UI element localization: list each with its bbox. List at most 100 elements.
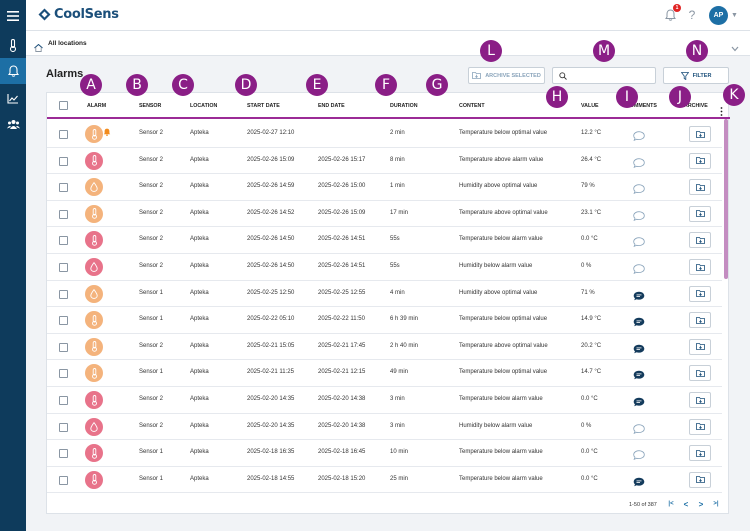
- archive-row-button[interactable]: [689, 338, 711, 355]
- content-cell: Humidity above optimal value: [459, 289, 538, 296]
- comment-filled-icon[interactable]: [633, 367, 645, 385]
- row-checkbox[interactable]: [59, 475, 68, 485]
- search-field[interactable]: [552, 67, 656, 84]
- col-comments[interactable]: COMMENTS: [626, 103, 657, 109]
- filter-button[interactable]: FILTER: [663, 67, 729, 84]
- content-cell: Temperature above optimal value: [459, 342, 548, 349]
- comment-icon[interactable]: [633, 421, 645, 439]
- start-date-cell: 2025-02-26 14:50: [247, 236, 295, 243]
- location-chevron-icon[interactable]: [731, 39, 739, 57]
- row-checkbox[interactable]: [59, 396, 68, 405]
- table-row[interactable]: Sensor 1 Apteka 2025-02-18 16:35 2025-02-18…: [47, 440, 722, 467]
- comment-icon[interactable]: [633, 261, 645, 279]
- value-cell: 26.4 °C: [581, 156, 602, 163]
- comment-filled-icon[interactable]: [633, 314, 645, 332]
- row-checkbox[interactable]: [59, 236, 68, 246]
- table-row[interactable]: Sensor 1 Apteka 2025-02-25 12:50 2025-02-25…: [47, 281, 722, 308]
- row-checkbox[interactable]: [59, 263, 68, 272]
- users-icon[interactable]: [0, 111, 26, 137]
- comment-filled-icon[interactable]: [633, 288, 645, 306]
- first-page-button[interactable]: |<: [666, 499, 676, 509]
- row-checkbox[interactable]: [59, 369, 68, 379]
- comment-icon[interactable]: [633, 208, 645, 226]
- sensor-cell: Sensor 2: [139, 342, 164, 349]
- help-icon[interactable]: ?: [688, 8, 696, 22]
- col-duration[interactable]: DURATION: [390, 103, 418, 109]
- page-title: Alarms: [46, 68, 84, 80]
- row-checkbox[interactable]: [59, 156, 68, 166]
- archive-row-button[interactable]: [689, 205, 711, 222]
- row-checkbox[interactable]: [59, 130, 68, 139]
- col-end-date[interactable]: END DATE: [318, 103, 345, 109]
- thermometer-icon[interactable]: [0, 32, 26, 58]
- menu-icon[interactable]: [0, 3, 26, 29]
- avatar[interactable]: AP: [709, 6, 728, 25]
- sensor-cell: Sensor 2: [139, 156, 164, 163]
- archive-row-button[interactable]: [689, 126, 711, 142]
- content-cell: Temperature below alarm value: [459, 236, 543, 243]
- comment-filled-icon[interactable]: [633, 341, 645, 359]
- notifications-icon[interactable]: 1: [662, 4, 681, 23]
- value-cell: 0.0 °C: [581, 396, 598, 402]
- row-checkbox[interactable]: [59, 342, 68, 352]
- col-content[interactable]: CONTENT: [459, 103, 485, 109]
- alarms-table: ALARM SENSOR LOCATION START DATE END DAT…: [46, 92, 730, 514]
- archive-row-button[interactable]: [689, 445, 711, 462]
- archive-row-button[interactable]: [689, 285, 711, 302]
- col-location[interactable]: LOCATION: [190, 103, 218, 109]
- scrollbar[interactable]: [724, 119, 728, 279]
- comment-icon[interactable]: [633, 155, 645, 173]
- col-start-date[interactable]: START DATE: [247, 103, 280, 109]
- comment-icon[interactable]: [633, 447, 645, 465]
- row-checkbox[interactable]: [59, 449, 68, 459]
- row-checkbox[interactable]: [59, 316, 68, 326]
- table-row[interactable]: Sensor 1 Apteka 2025-02-22 05:10 2025-02-22…: [47, 307, 722, 334]
- table-row[interactable]: Sensor 2 Apteka 2025-02-26 14:59 2025-02-26…: [47, 174, 722, 201]
- chart-icon[interactable]: [0, 85, 26, 111]
- location-bar[interactable]: All locations: [26, 31, 750, 56]
- end-date-cell: 2025-02-26 14:51: [318, 236, 366, 243]
- row-checkbox[interactable]: [59, 183, 68, 193]
- more-options-icon[interactable]: [720, 103, 723, 121]
- archive-row-button[interactable]: [689, 312, 711, 329]
- archive-row-button[interactable]: [689, 365, 711, 382]
- comment-filled-icon[interactable]: [633, 474, 645, 492]
- col-value[interactable]: VALUE: [581, 103, 599, 109]
- table-row[interactable]: Sensor 2 Apteka 2025-02-26 15:09 2025-02-26…: [47, 148, 722, 175]
- comment-icon[interactable]: [633, 128, 645, 146]
- archive-row-button[interactable]: [689, 232, 711, 249]
- archive-row-button[interactable]: [689, 392, 711, 408]
- table-row[interactable]: Sensor 2 Apteka 2025-02-26 14:50 2025-02-26…: [47, 227, 722, 254]
- table-row[interactable]: Sensor 2 Apteka 2025-02-21 15:05 2025-02-21…: [47, 334, 722, 361]
- table-row[interactable]: Sensor 2 Apteka 2025-02-20 14:35 2025-02-20…: [47, 414, 722, 441]
- col-alarm[interactable]: ALARM: [87, 103, 107, 109]
- next-page-button[interactable]: >: [696, 499, 706, 509]
- table-row[interactable]: Sensor 1 Apteka 2025-02-21 11:25 2025-02-21…: [47, 360, 722, 387]
- search-input[interactable]: [571, 68, 651, 83]
- col-sensor[interactable]: SENSOR: [139, 103, 162, 109]
- chevron-down-icon[interactable]: ▼: [731, 12, 738, 19]
- table-row[interactable]: Sensor 1 Apteka 2025-02-18 14:55 2025-02-18…: [47, 467, 722, 494]
- prev-page-button[interactable]: <: [681, 499, 691, 509]
- archive-selected-button[interactable]: ARCHIVE SELECTED: [468, 67, 545, 84]
- comment-filled-icon[interactable]: [633, 394, 645, 412]
- row-checkbox[interactable]: [59, 289, 68, 299]
- archive-row-button[interactable]: [689, 179, 711, 196]
- last-page-button[interactable]: >|: [711, 499, 721, 509]
- logo[interactable]: CoolSens: [38, 7, 119, 22]
- table-row[interactable]: Sensor 2 Apteka 2025-02-26 14:52 2025-02-26…: [47, 201, 722, 228]
- row-checkbox[interactable]: [59, 422, 68, 432]
- comment-icon[interactable]: [633, 181, 645, 199]
- table-row[interactable]: Sensor 2 Apteka 2025-02-20 14:35 2025-02-20…: [47, 387, 722, 414]
- archive-row-button[interactable]: [689, 471, 711, 488]
- table-row[interactable]: Sensor 2 Apteka 2025-02-27 12:10 2 min Tempe…: [47, 121, 722, 148]
- table-row[interactable]: Sensor 2 Apteka 2025-02-26 14:50 2025-02-26…: [47, 254, 722, 281]
- select-all-checkbox[interactable]: [59, 101, 68, 110]
- archive-row-button[interactable]: [689, 418, 711, 435]
- comment-icon[interactable]: [633, 234, 645, 252]
- archive-row-button[interactable]: [689, 152, 711, 169]
- archive-row-button[interactable]: [689, 259, 711, 275]
- col-archive[interactable]: ARCHIVE: [684, 103, 708, 109]
- bell-icon[interactable]: [0, 58, 26, 84]
- row-checkbox[interactable]: [59, 209, 68, 219]
